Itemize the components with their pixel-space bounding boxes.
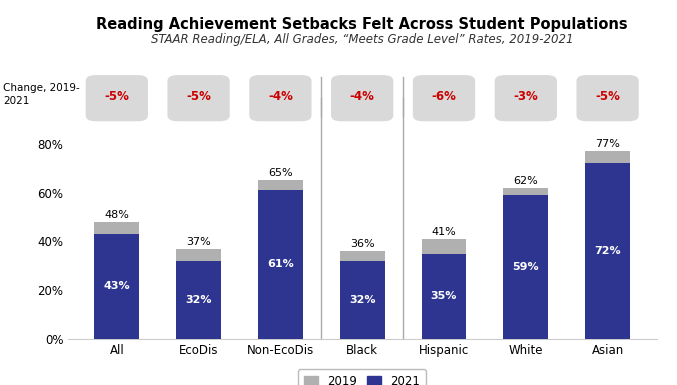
- Bar: [503, 195, 548, 339]
- Text: -3%: -3%: [513, 90, 538, 103]
- Bar: [585, 151, 630, 339]
- Bar: [258, 181, 303, 339]
- Bar: [422, 254, 466, 339]
- Text: Reading Achievement Setbacks Felt Across Student Populations: Reading Achievement Setbacks Felt Across…: [96, 17, 628, 32]
- Text: 32%: 32%: [349, 295, 376, 305]
- Bar: [340, 261, 385, 339]
- Bar: [94, 234, 139, 339]
- Text: 61%: 61%: [267, 259, 294, 270]
- Text: 48%: 48%: [104, 210, 129, 220]
- Text: -5%: -5%: [186, 90, 211, 103]
- Legend: 2019, 2021: 2019, 2021: [298, 370, 427, 385]
- Text: -4%: -4%: [268, 90, 293, 103]
- Text: -5%: -5%: [104, 90, 129, 103]
- Text: 41%: 41%: [432, 227, 456, 237]
- Text: -6%: -6%: [431, 90, 456, 103]
- Text: -5%: -5%: [595, 90, 620, 103]
- Text: 72%: 72%: [594, 246, 621, 256]
- Text: 35%: 35%: [431, 291, 457, 301]
- Text: 77%: 77%: [595, 139, 620, 149]
- Text: 62%: 62%: [513, 176, 538, 186]
- Text: 36%: 36%: [350, 239, 374, 249]
- Bar: [422, 239, 466, 339]
- Text: 37%: 37%: [186, 237, 211, 247]
- Bar: [176, 261, 221, 339]
- Bar: [503, 188, 548, 339]
- Text: 59%: 59%: [512, 262, 539, 272]
- Bar: [585, 163, 630, 339]
- Bar: [340, 251, 385, 339]
- Bar: [258, 190, 303, 339]
- Text: 32%: 32%: [185, 295, 212, 305]
- Text: 65%: 65%: [268, 169, 292, 179]
- Text: STAAR Reading/ELA, All Grades, “Meets Grade Level” Rates, 2019-2021: STAAR Reading/ELA, All Grades, “Meets Gr…: [151, 33, 573, 46]
- Bar: [94, 222, 139, 339]
- Text: 43%: 43%: [104, 281, 130, 291]
- Bar: [176, 249, 221, 339]
- Text: -4%: -4%: [350, 90, 374, 103]
- Text: Change, 2019-
2021: Change, 2019- 2021: [3, 83, 80, 106]
